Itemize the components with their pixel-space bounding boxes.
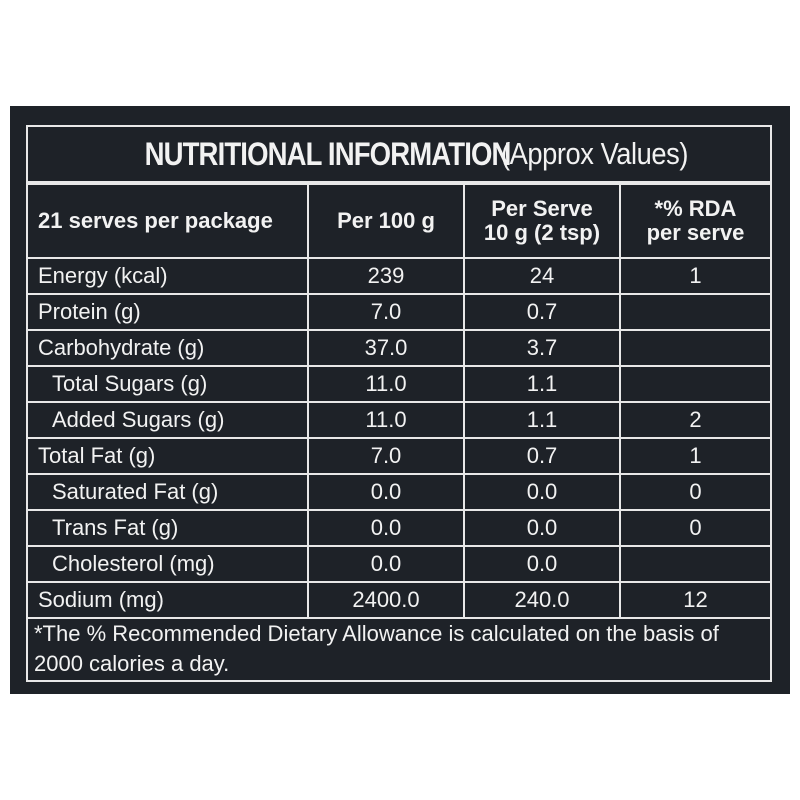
row-rda bbox=[619, 293, 770, 331]
table-header-row: 21 serves per package Per 100 g Per Serv… bbox=[28, 183, 770, 259]
row-per-serve: 0.0 bbox=[463, 545, 621, 583]
row-per-100g: 239 bbox=[307, 257, 465, 295]
row-rda: 0 bbox=[619, 473, 770, 511]
nutrition-title: NUTRITIONAL INFORMATION (Approx Values) bbox=[28, 127, 770, 183]
row-label: Sodium (mg) bbox=[28, 581, 309, 619]
row-per-100g: 11.0 bbox=[307, 365, 465, 403]
row-per-serve: 1.1 bbox=[463, 365, 621, 403]
row-rda: 1 bbox=[619, 257, 770, 295]
row-per-serve: 240.0 bbox=[463, 581, 621, 619]
row-per-serve: 24 bbox=[463, 257, 621, 295]
row-label: Cholesterol (mg) bbox=[28, 545, 309, 583]
header-per-serve-line2: 10 g (2 tsp) bbox=[483, 220, 601, 245]
row-rda: 1 bbox=[619, 437, 770, 475]
row-per-100g: 37.0 bbox=[307, 329, 465, 367]
row-per-100g: 0.0 bbox=[307, 545, 465, 583]
row-per-serve: 1.1 bbox=[463, 401, 621, 439]
row-per-100g: 11.0 bbox=[307, 401, 465, 439]
header-per-serve: Per Serve 10 g (2 tsp) bbox=[463, 183, 621, 259]
table-row: Total Sugars (g) 11.0 1.1 bbox=[28, 365, 770, 403]
row-rda bbox=[619, 365, 770, 403]
header-serves-per-package: 21 serves per package bbox=[28, 183, 309, 259]
table-row: Cholesterol (mg) 0.0 0.0 bbox=[28, 545, 770, 583]
row-label: Trans Fat (g) bbox=[28, 509, 309, 547]
row-per-serve: 0.7 bbox=[463, 293, 621, 331]
row-per-serve: 0.0 bbox=[463, 473, 621, 511]
table-row: Total Fat (g) 7.0 0.7 1 bbox=[28, 437, 770, 475]
row-per-100g: 0.0 bbox=[307, 509, 465, 547]
header-rda-line2: per serve bbox=[646, 220, 745, 245]
row-per-100g: 2400.0 bbox=[307, 581, 465, 619]
header-per-serve-line1: Per Serve bbox=[491, 196, 593, 221]
row-label: Carbohydrate (g) bbox=[28, 329, 309, 367]
row-rda bbox=[619, 329, 770, 367]
table-row: Energy (kcal) 239 24 1 bbox=[28, 257, 770, 295]
row-per-serve: 0.0 bbox=[463, 509, 621, 547]
table-row: Trans Fat (g) 0.0 0.0 0 bbox=[28, 509, 770, 547]
row-per-serve: 0.7 bbox=[463, 437, 621, 475]
row-per-100g: 7.0 bbox=[307, 437, 465, 475]
row-label: Total Fat (g) bbox=[28, 437, 309, 475]
title-approx: (Approx Values) bbox=[500, 136, 688, 171]
table-row: Sodium (mg) 2400.0 240.0 12 bbox=[28, 581, 770, 619]
row-rda: 2 bbox=[619, 401, 770, 439]
row-per-100g: 7.0 bbox=[307, 293, 465, 331]
header-rda-line1: *% RDA bbox=[654, 196, 737, 221]
row-rda: 0 bbox=[619, 509, 770, 547]
row-rda: 12 bbox=[619, 581, 770, 619]
header-rda: *% RDA per serve bbox=[619, 183, 770, 259]
row-per-100g: 0.0 bbox=[307, 473, 465, 511]
table-row: Saturated Fat (g) 0.0 0.0 0 bbox=[28, 473, 770, 511]
title-main: NUTRITIONAL INFORMATION bbox=[144, 135, 512, 172]
row-label: Energy (kcal) bbox=[28, 257, 309, 295]
row-label: Total Sugars (g) bbox=[28, 365, 309, 403]
row-rda bbox=[619, 545, 770, 583]
nutrition-table: 21 serves per package Per 100 g Per Serv… bbox=[28, 183, 770, 619]
row-label: Saturated Fat (g) bbox=[28, 473, 309, 511]
row-label: Protein (g) bbox=[28, 293, 309, 331]
row-label: Added Sugars (g) bbox=[28, 401, 309, 439]
table-row: Protein (g) 7.0 0.7 bbox=[28, 293, 770, 331]
header-per-100g: Per 100 g bbox=[307, 183, 465, 259]
table-row: Carbohydrate (g) 37.0 3.7 bbox=[28, 329, 770, 367]
row-per-serve: 3.7 bbox=[463, 329, 621, 367]
nutrition-table-frame: NUTRITIONAL INFORMATION (Approx Values) … bbox=[26, 125, 772, 682]
nutrition-label-panel: NUTRITIONAL INFORMATION (Approx Values) … bbox=[10, 106, 790, 694]
rda-footnote: *The % Recommended Dietary Allowance is … bbox=[34, 621, 719, 676]
table-row: Added Sugars (g) 11.0 1.1 2 bbox=[28, 401, 770, 439]
